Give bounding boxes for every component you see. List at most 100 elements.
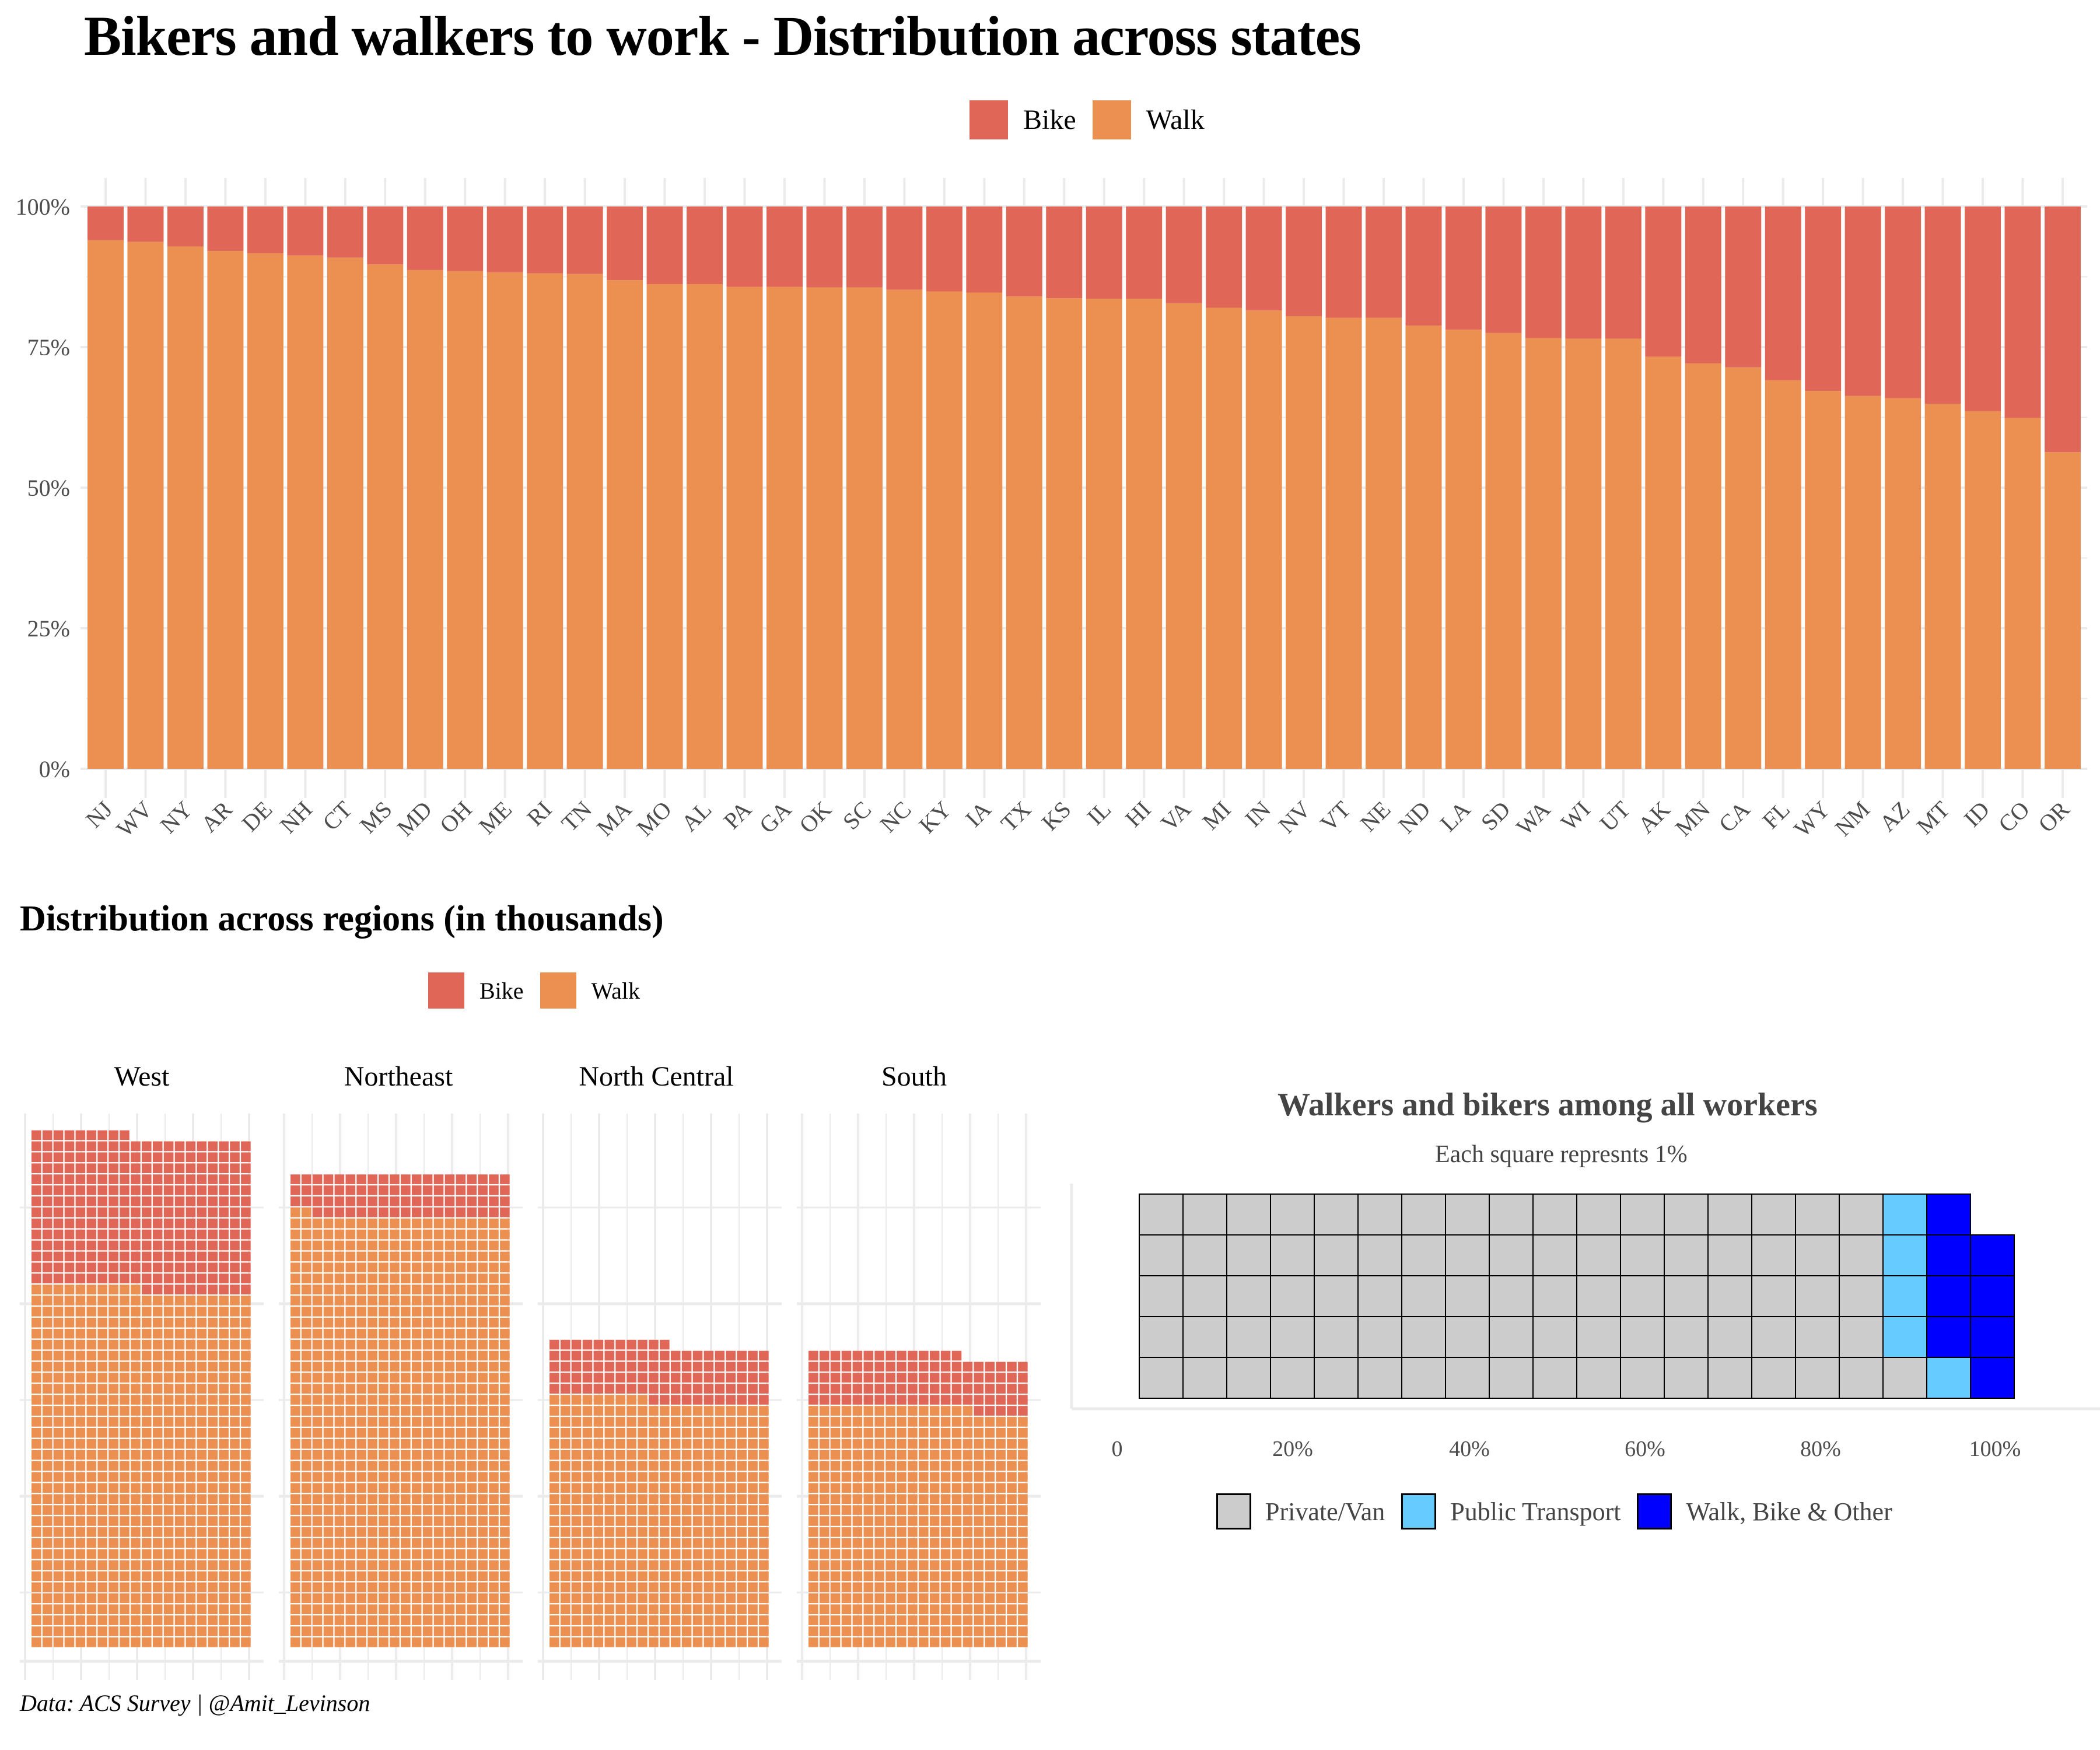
waffle-cell-walk bbox=[433, 1571, 444, 1581]
waffle-cell-bike bbox=[152, 1174, 163, 1184]
waffle-cell-walk bbox=[467, 1240, 477, 1251]
waffle-cell-walk bbox=[940, 1593, 951, 1604]
waffle-cell-walk bbox=[830, 1472, 841, 1482]
bar-bike-fl bbox=[1765, 206, 1801, 380]
waffle-cell-walk bbox=[897, 1582, 907, 1592]
waffle-cell-walk bbox=[726, 1549, 736, 1559]
waffle-cell-walk bbox=[985, 1637, 995, 1647]
waffle-cell-walk bbox=[726, 1505, 736, 1515]
waffle-cell-walk bbox=[951, 1505, 962, 1515]
waffle-cell-walk bbox=[626, 1560, 636, 1570]
waffle-cell-walk bbox=[571, 1450, 582, 1460]
waffle-cell-walk bbox=[142, 1538, 152, 1548]
bar-bike-wa bbox=[1525, 206, 1562, 338]
waffle-cell-walk bbox=[219, 1505, 229, 1515]
bar-walk-vt bbox=[1325, 317, 1362, 769]
waffle-cell-walk bbox=[808, 1406, 818, 1416]
waffle-cell-walk bbox=[197, 1527, 207, 1537]
waffle-cell-bike bbox=[356, 1208, 366, 1217]
x-axis-ticks: 0 20% 40% 60% 80% 100% bbox=[1112, 1437, 2021, 1461]
waffle-cell-walk bbox=[456, 1318, 466, 1328]
waffle-cell-walk bbox=[886, 1549, 895, 1559]
waffle-cell-walk bbox=[638, 1395, 648, 1405]
waffle-cell-walk bbox=[75, 1296, 86, 1306]
waffle-cell-walk-bike-other bbox=[1926, 1194, 1971, 1236]
waffle-cell-walk bbox=[660, 1428, 670, 1438]
waffle-cell-walk bbox=[852, 1450, 863, 1460]
waffle-cell-bike bbox=[808, 1384, 818, 1394]
waffle-cell-bike bbox=[230, 1229, 240, 1240]
waffle-cell-walk bbox=[219, 1637, 229, 1647]
waffle-cell-bike bbox=[197, 1141, 207, 1152]
waffle-cell-walk bbox=[863, 1461, 874, 1471]
waffle-cell-walk bbox=[841, 1549, 852, 1559]
bar-bike-mn bbox=[1685, 206, 1721, 363]
waffle-cell-bike bbox=[1007, 1373, 1017, 1383]
waffle-cell-walk bbox=[97, 1615, 107, 1625]
waffle-cell-walk bbox=[951, 1538, 962, 1548]
waffle-cell-private-van bbox=[1751, 1234, 1796, 1276]
waffle-cell-walk bbox=[53, 1527, 64, 1537]
waffle-cell-bike bbox=[759, 1384, 769, 1394]
waffle-cell-walk bbox=[32, 1438, 41, 1449]
waffle-cell-bike bbox=[86, 1196, 97, 1206]
waffle-cell-walk bbox=[841, 1560, 852, 1570]
waffle-cell-walk bbox=[64, 1582, 75, 1592]
waffle-cell-walk bbox=[208, 1417, 218, 1427]
waffle-cell-walk bbox=[86, 1604, 97, 1614]
waffle-cell-walk bbox=[131, 1560, 141, 1570]
waffle-cell-walk bbox=[489, 1373, 499, 1383]
waffle-cell-walk bbox=[97, 1395, 107, 1405]
waffle-cell-bike bbox=[230, 1273, 240, 1283]
waffle-cell-walk bbox=[649, 1637, 659, 1647]
waffle-cell-walk bbox=[737, 1604, 747, 1614]
waffle-cell-walk bbox=[852, 1582, 863, 1592]
waffle-cell-walk bbox=[819, 1626, 830, 1636]
waffle-cell-walk bbox=[550, 1483, 559, 1493]
waffle-cell-bike bbox=[411, 1185, 422, 1195]
waffle-cell-walk bbox=[422, 1472, 433, 1482]
waffle-cell-walk bbox=[142, 1549, 152, 1559]
waffle-cell-walk bbox=[345, 1328, 356, 1339]
waffle-cell-walk bbox=[323, 1350, 334, 1361]
x-tick-label: CT bbox=[317, 796, 357, 836]
waffle-cell-walk bbox=[444, 1284, 455, 1294]
waffle-cell-walk bbox=[411, 1560, 422, 1570]
waffle-cell-bike bbox=[874, 1373, 884, 1383]
waffle-cell-walk bbox=[368, 1262, 377, 1273]
waffle-cell-walk bbox=[715, 1450, 725, 1460]
waffle-cell-walk bbox=[737, 1637, 747, 1647]
bar-walk-wi bbox=[1565, 338, 1602, 769]
waffle-cell-walk bbox=[726, 1626, 736, 1636]
waffle-cell-walk bbox=[208, 1571, 218, 1581]
waffle-cell-bike bbox=[152, 1218, 163, 1228]
waffle-cell-walk bbox=[208, 1472, 218, 1482]
waffle-cell-walk bbox=[120, 1593, 130, 1604]
waffle-cell-walk bbox=[186, 1350, 196, 1361]
waffle-cell-walk bbox=[334, 1384, 345, 1394]
waffle-cell-bike bbox=[467, 1196, 477, 1206]
waffle-cell-walk bbox=[422, 1593, 433, 1604]
waffle-cell-walk bbox=[379, 1505, 388, 1515]
waffle-cell-walk bbox=[120, 1472, 130, 1482]
waffle-cell-walk bbox=[64, 1571, 75, 1581]
waffle-cell-bike bbox=[290, 1185, 300, 1195]
waffle-cell-walk bbox=[301, 1516, 312, 1526]
waffle-cell-walk bbox=[301, 1318, 312, 1328]
waffle-cell-bike bbox=[456, 1196, 466, 1206]
waffle-cell-walk bbox=[186, 1505, 196, 1515]
waffle-cell-bike bbox=[323, 1208, 334, 1217]
waffle-cell-walk bbox=[908, 1538, 918, 1548]
waffle-cell-walk bbox=[478, 1262, 488, 1273]
waffle-cell-walk bbox=[748, 1505, 758, 1515]
y-tick-label: 25% bbox=[27, 615, 70, 642]
waffle-cell-walk bbox=[290, 1273, 300, 1283]
waffle-cell-walk bbox=[312, 1262, 323, 1273]
waffle-cell-walk bbox=[186, 1438, 196, 1449]
waffle-cell-walk bbox=[301, 1582, 312, 1592]
bar-walk-nv bbox=[1286, 316, 1322, 769]
waffle-cell-walk bbox=[759, 1571, 769, 1581]
waffle-cell-walk bbox=[186, 1450, 196, 1460]
waffle-cell-walk bbox=[379, 1450, 388, 1460]
waffle-cell-walk bbox=[681, 1571, 692, 1581]
